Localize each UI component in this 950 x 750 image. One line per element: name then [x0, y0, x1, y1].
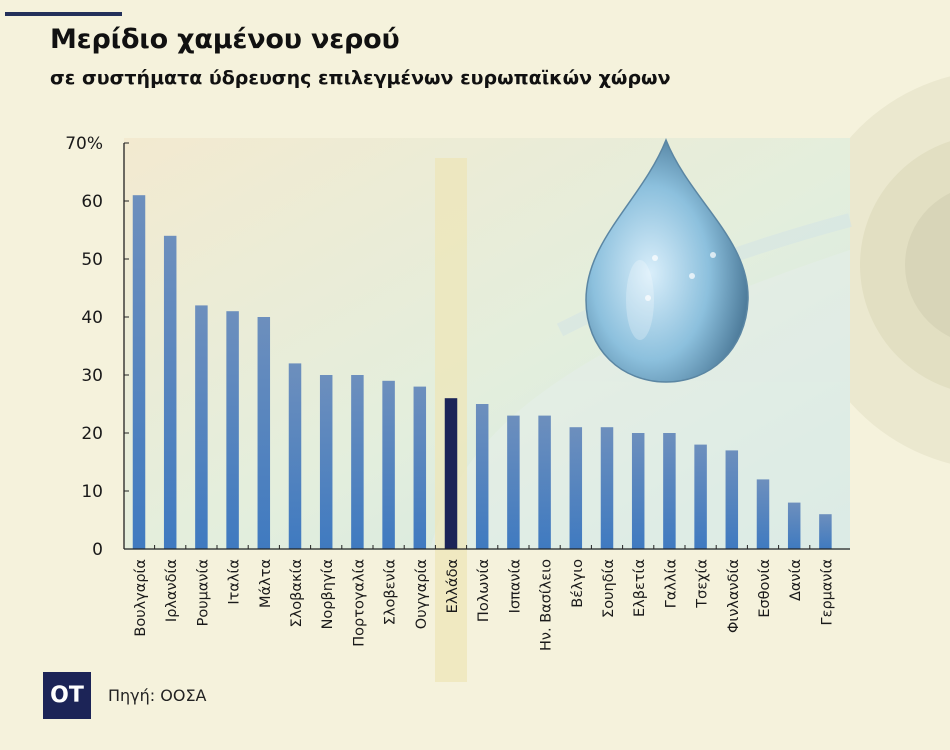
bar-6: [319, 375, 333, 549]
bar-9: [413, 386, 427, 549]
x-tick-label: Ρουμανία: [195, 559, 211, 626]
y-tick-label: 60: [81, 192, 103, 212]
bar-2: [195, 305, 208, 549]
bar-3: [226, 311, 239, 549]
x-tick-label: Τσεχία: [695, 559, 711, 609]
bar-17: [663, 433, 676, 549]
y-tick-label: 70%: [65, 134, 103, 154]
x-tick-label: Πολωνία: [476, 559, 492, 622]
x-tick-label: Βέλγιο: [570, 559, 586, 608]
y-tick-label: 20: [81, 424, 103, 444]
x-tick-label: Ελβετία: [632, 559, 648, 617]
x-tick-label: Πορτογαλία: [351, 559, 367, 647]
x-tick-label: Ελλάδα: [445, 559, 461, 613]
x-tick-label: Σουηδία: [601, 559, 617, 618]
accent-bar: [5, 12, 122, 16]
x-tick-label: Φινλανδία: [726, 559, 742, 633]
y-tick-label: 50: [81, 250, 103, 270]
x-tick-label: Ιταλία: [227, 559, 243, 605]
x-tick-label: Ην. Βασίλειο: [539, 559, 555, 651]
x-tick-label: Σλοβενία: [383, 559, 399, 625]
bar-20: [756, 479, 770, 549]
x-tick-label: Βουλγαρία: [133, 559, 149, 637]
x-tick-label: Ουγγαρία: [414, 559, 430, 629]
bar-13: [538, 415, 551, 549]
water-drop-icon: [585, 137, 749, 383]
y-tick-label: 10: [81, 482, 103, 502]
chart-title: Μερίδιο χαμένου νερού: [50, 24, 400, 55]
x-tick-label: Νορβηγία: [320, 559, 336, 629]
x-tick-label: Ισπανία: [507, 559, 523, 613]
chart-subtitle: σε συστήματα ύδρευσης επιλεγμένων ευρωπα…: [50, 67, 671, 89]
bar-18: [694, 444, 707, 549]
y-tick-label: 40: [81, 308, 103, 328]
bar-21: [787, 502, 801, 549]
bar-4: [257, 317, 271, 549]
y-tick-label: 30: [81, 366, 103, 386]
bar-8: [382, 380, 395, 549]
y-tick-label: 0: [92, 540, 103, 560]
x-tick-label: Γαλλία: [663, 559, 679, 608]
bar-1: [163, 235, 177, 550]
bar-12: [507, 415, 520, 549]
bar-11: [475, 404, 489, 549]
bar-10: [444, 398, 458, 549]
bar-16: [631, 433, 645, 549]
x-tick-label: Μάλτα: [258, 559, 274, 608]
x-tick-label: Εσθονία: [757, 559, 773, 618]
x-tick-label: Δανία: [788, 559, 804, 601]
source-note: Πηγή: ΟΟΣΑ: [108, 686, 207, 705]
x-tick-label: Ιρλανδία: [164, 559, 180, 622]
bar-19: [725, 450, 739, 549]
bar-0: [132, 195, 146, 549]
x-tick-label: Γερμανία: [819, 559, 835, 625]
bar-7: [351, 375, 364, 549]
x-tick-label: Σλοβακία: [289, 559, 305, 627]
bar-5: [288, 363, 302, 549]
bar-14: [569, 427, 583, 549]
bar-22: [819, 514, 832, 549]
bar-15: [600, 427, 614, 549]
publisher-logo: ΟΤ: [43, 672, 91, 719]
